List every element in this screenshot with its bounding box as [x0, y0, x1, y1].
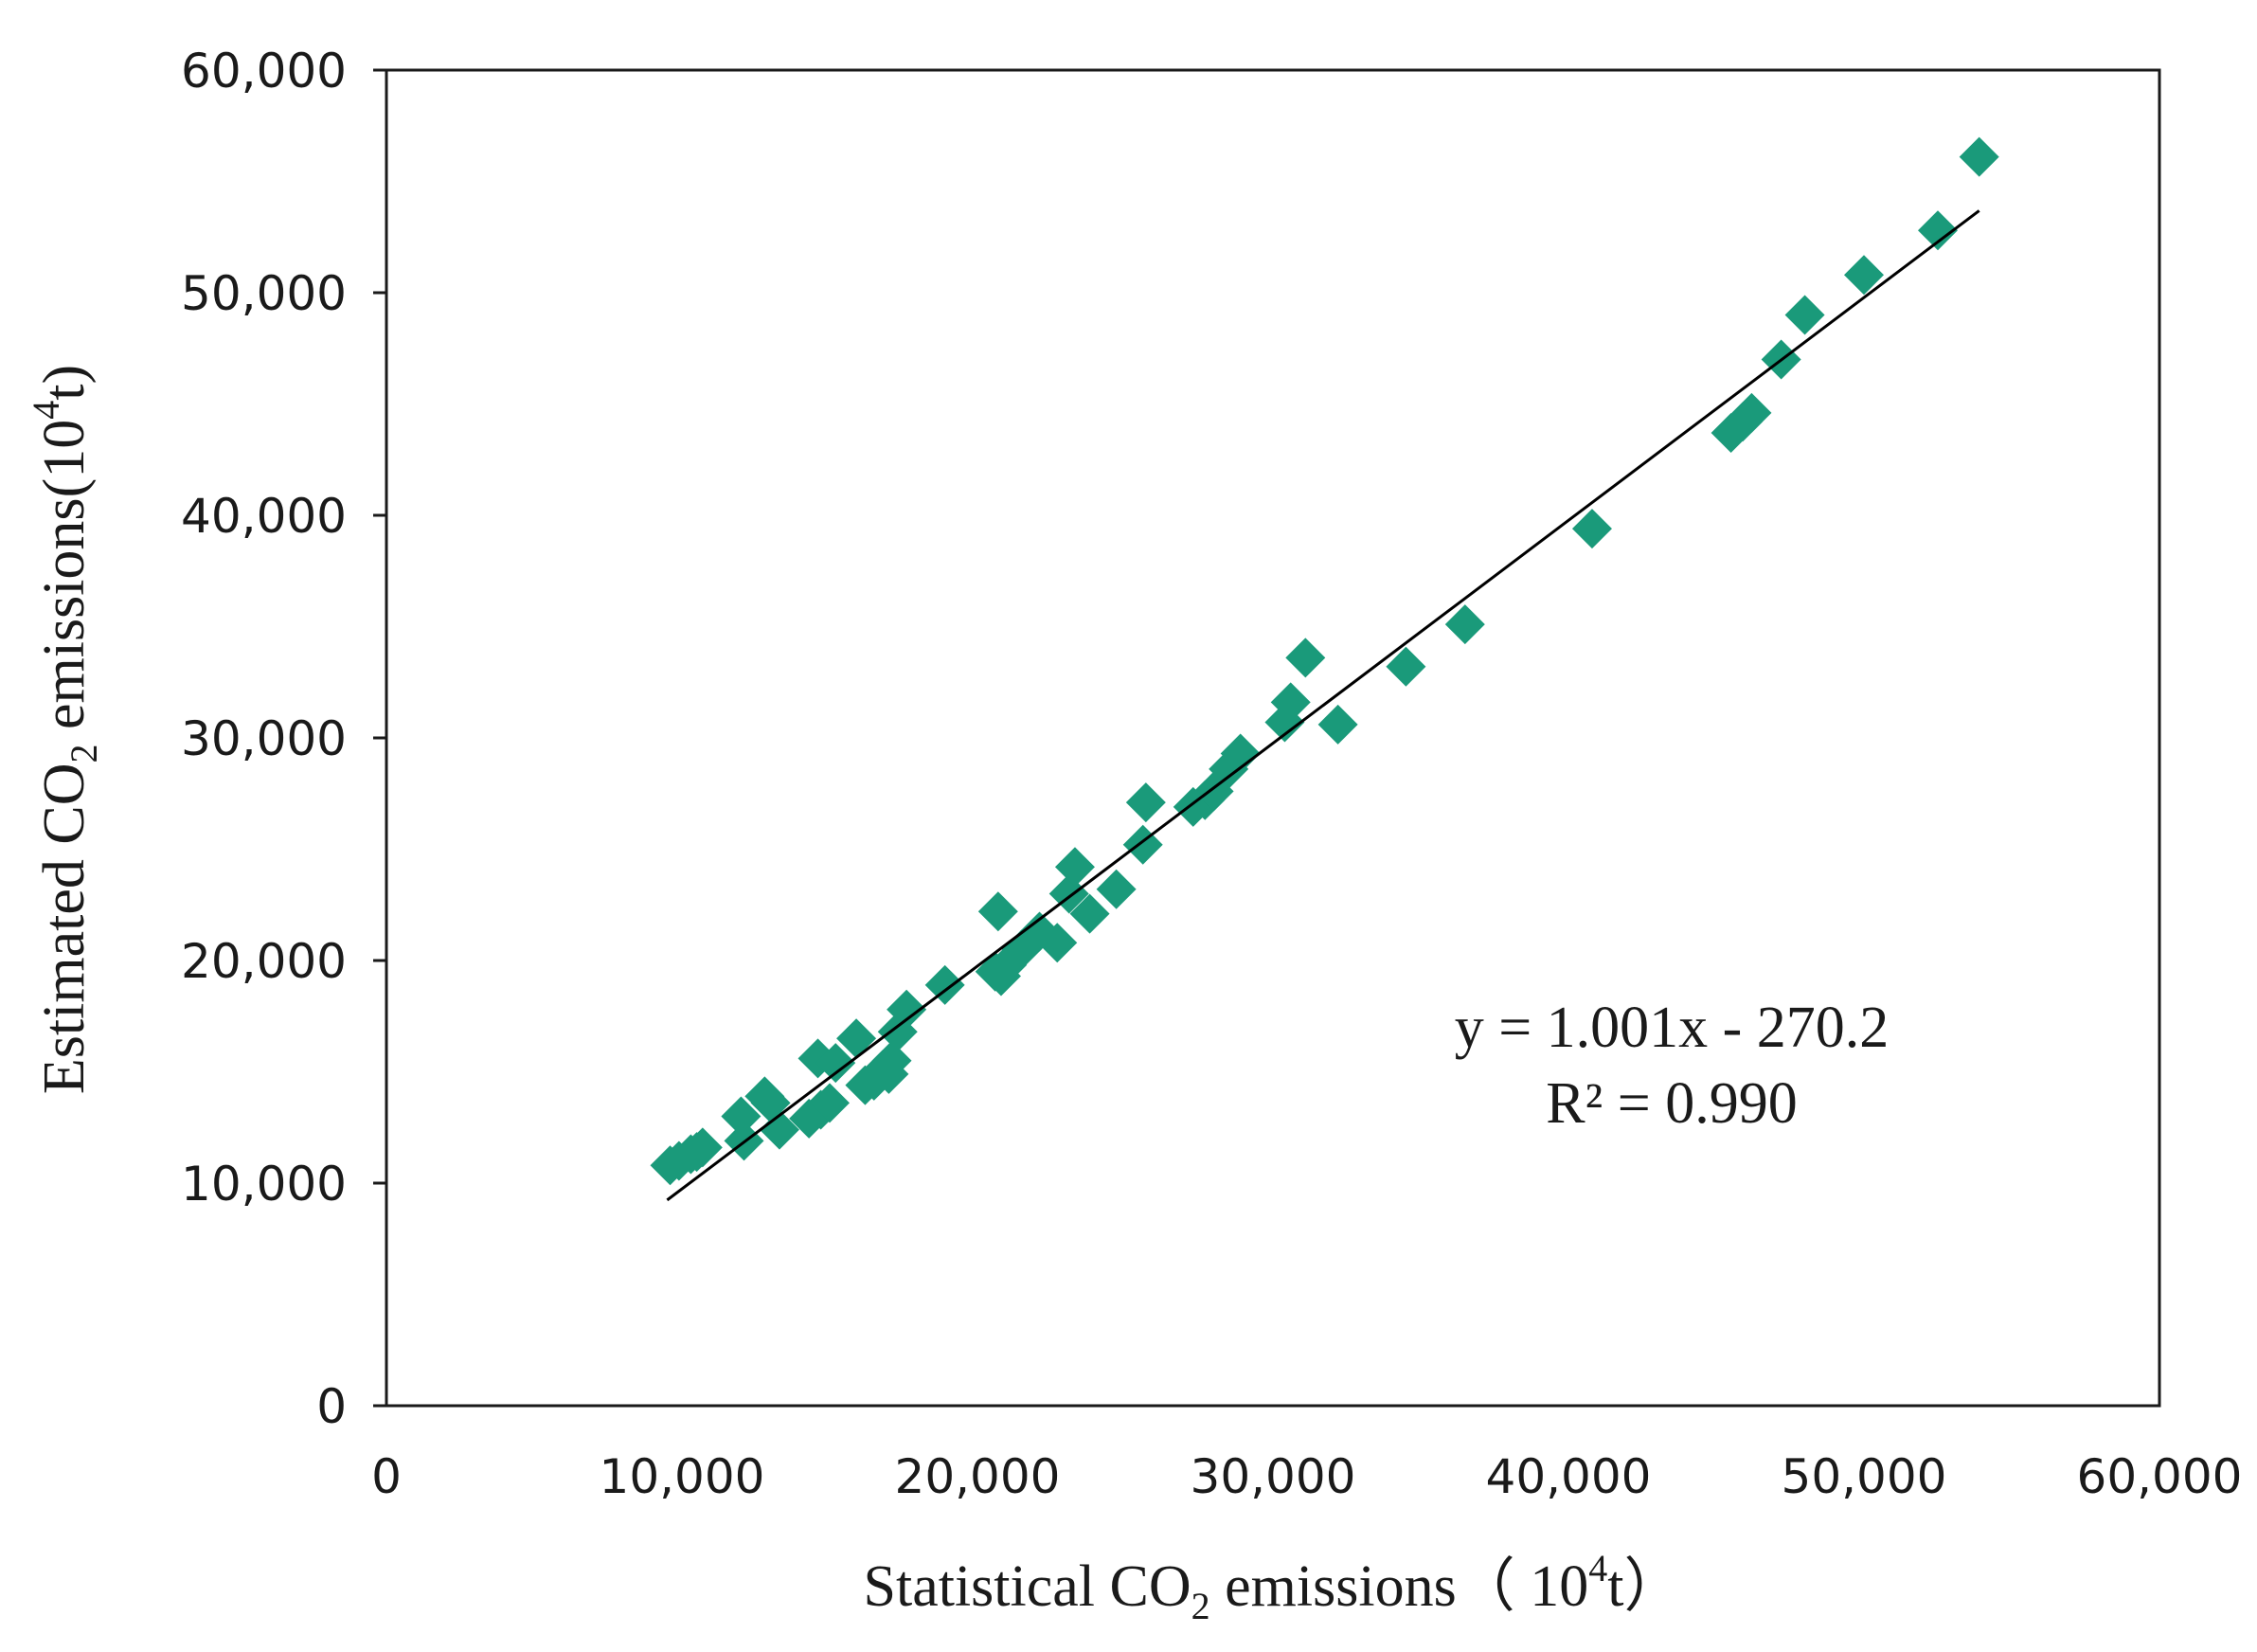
- y-tick-label: 20,000: [181, 934, 347, 989]
- data-point: [1220, 733, 1261, 774]
- data-point: [1959, 136, 1999, 177]
- equation-label: y = 1.001x - 270.2: [1455, 996, 1890, 1060]
- x-tick-label: 20,000: [895, 1449, 1061, 1504]
- data-point: [721, 1096, 761, 1137]
- data-point: [1844, 255, 1884, 296]
- x-tick-label: 0: [371, 1449, 402, 1504]
- data-point: [871, 1040, 912, 1081]
- x-axis-ticks: 0 10,000 20,000 30,000 40,000 50,000 60,000: [371, 1449, 2242, 1504]
- data-point: [1037, 923, 1078, 963]
- data-point: [1317, 704, 1358, 745]
- y-tick-label: 0: [316, 1379, 347, 1434]
- data-point: [924, 964, 965, 1005]
- data-point: [1784, 295, 1825, 335]
- data-point: [887, 989, 927, 1030]
- data-point: [1731, 392, 1772, 433]
- x-axis-title: Statistical CO2 emissions（ 104t）: [864, 1547, 1683, 1627]
- x-tick-label: 60,000: [2077, 1449, 2243, 1504]
- data-point: [1096, 869, 1137, 909]
- data-point: [810, 1083, 850, 1123]
- y-tick-label: 50,000: [181, 266, 347, 321]
- data-point: [1069, 893, 1110, 934]
- plot-area: [385, 68, 2161, 1408]
- r-squared-label: R² = 0.990: [1546, 1071, 1797, 1136]
- data-point: [1918, 210, 1958, 251]
- data-point: [1571, 509, 1612, 549]
- x-tick-label: 40,000: [1486, 1449, 1652, 1504]
- y-tick-label: 10,000: [181, 1157, 347, 1212]
- y-tick-label: 30,000: [181, 711, 347, 766]
- data-point: [815, 1043, 856, 1084]
- trendline: [666, 209, 1980, 1202]
- data-point: [1444, 604, 1485, 645]
- x-tick-label: 50,000: [1782, 1449, 1947, 1504]
- y-axis-ticks: 0 10,000 20,000 30,000 40,000 50,000 60,000: [181, 44, 386, 1434]
- y-tick-label: 40,000: [181, 489, 347, 544]
- data-point: [1125, 782, 1166, 823]
- data-points: [650, 136, 1999, 1186]
- x-tick-label: 30,000: [1191, 1449, 1356, 1504]
- data-point: [1054, 847, 1095, 888]
- data-point: [682, 1127, 723, 1168]
- y-tick-label: 60,000: [181, 44, 347, 99]
- data-point: [977, 891, 1018, 932]
- y-axis-title: Estimated CO2 emissions(104t): [25, 365, 105, 1094]
- x-tick-label: 10,000: [600, 1449, 765, 1504]
- data-point: [759, 1109, 799, 1150]
- data-point: [1386, 646, 1426, 687]
- data-point: [1270, 682, 1311, 723]
- data-point: [1285, 637, 1326, 678]
